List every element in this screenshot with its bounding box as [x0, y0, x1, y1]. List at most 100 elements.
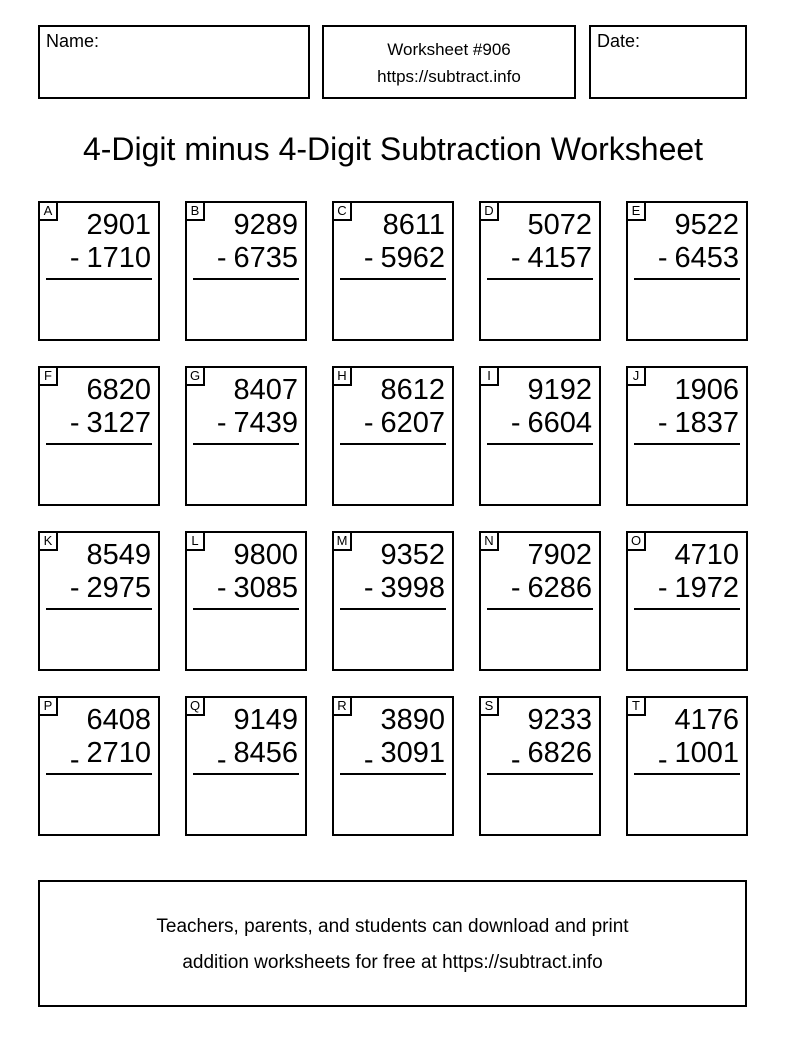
minuend: 9149: [233, 704, 298, 736]
answer-line: [193, 443, 299, 445]
problem-numbers: 8612 -6207: [334, 374, 452, 440]
problem-letter: T: [626, 696, 646, 716]
problem-box: T 4176 -1001: [626, 696, 748, 836]
minus-operator: -: [657, 572, 668, 604]
answer-line: [487, 773, 593, 775]
problem-letter: G: [185, 366, 205, 386]
problem-box: P 6408 -2710: [38, 696, 160, 836]
problem-numbers: 5072 -4157: [481, 209, 599, 275]
date-field-box: Date:: [589, 25, 747, 99]
minuend: 1906: [674, 374, 739, 406]
subtrahend-row: -3085: [187, 572, 298, 605]
minuend: 9522: [674, 209, 739, 241]
footer-line2: addition worksheets for free at https://…: [182, 952, 603, 973]
page-title: 4-Digit minus 4-Digit Subtraction Worksh…: [82, 131, 704, 167]
minuend: 9289: [233, 209, 298, 241]
subtrahend-row: -6207: [334, 407, 445, 440]
problem-numbers: 6408 -2710: [40, 704, 158, 776]
worksheet-info-box: Worksheet #906 https://subtract.info: [322, 25, 576, 99]
problem-box: J 1906 -1837: [626, 366, 748, 506]
minuend: 8611: [382, 209, 445, 241]
minuend: 7902: [527, 539, 592, 571]
subtrahend: 6207: [380, 407, 445, 439]
worksheet-number: Worksheet #906: [387, 40, 511, 59]
problem-numbers: 8549 -2975: [40, 539, 158, 605]
subtrahend-row: -7439: [187, 407, 298, 440]
answer-line: [340, 278, 446, 280]
subtrahend: 3127: [86, 407, 151, 439]
problem-letter: J: [626, 366, 646, 386]
problems-grid: A 2901 -1710 B 9289 -6735 C 8611 -5962 D…: [38, 201, 748, 836]
subtrahend: 2975: [86, 572, 151, 604]
minuend: 4176: [674, 704, 739, 736]
date-label: Date:: [597, 31, 641, 51]
footer-box: Teachers, parents, and students can down…: [38, 880, 747, 1007]
problem-numbers: 8611 -5962: [334, 209, 452, 275]
subtrahend-row: -2710: [40, 737, 151, 776]
answer-line: [340, 608, 446, 610]
minus-operator: -: [363, 572, 374, 604]
minuend: 6820: [86, 374, 151, 406]
subtrahend: 1837: [674, 407, 739, 439]
problem-letter: H: [332, 366, 352, 386]
problem-letter: N: [479, 531, 499, 551]
subtrahend: 6286: [527, 572, 592, 604]
problem-box: O 4710 -1972: [626, 531, 748, 671]
problem-box: I 9192 -6604: [479, 366, 601, 506]
subtrahend-row: -3127: [40, 407, 151, 440]
problem-box: S 9233 -6826: [479, 696, 601, 836]
minus-operator: -: [363, 744, 374, 776]
problem-numbers: 4176 -1001: [628, 704, 746, 776]
subtrahend-row: -4157: [481, 242, 592, 275]
problem-letter: C: [332, 201, 352, 221]
problem-letter: P: [38, 696, 58, 716]
subtrahend-row: -8456: [187, 737, 298, 776]
subtrahend: 6604: [527, 407, 592, 439]
subtrahend-row: -5962: [334, 242, 445, 275]
problem-letter: K: [38, 531, 58, 551]
subtrahend: 5962: [380, 242, 445, 274]
answer-line: [46, 773, 152, 775]
problem-box: G 8407 -7439: [185, 366, 307, 506]
name-label: Name:: [46, 31, 100, 51]
problem-box: E 9522 -6453: [626, 201, 748, 341]
minus-operator: -: [363, 242, 374, 274]
subtrahend: 8456: [233, 737, 298, 769]
subtrahend-row: -6826: [481, 737, 592, 776]
answer-line: [634, 773, 740, 775]
problem-box: K 8549 -2975: [38, 531, 160, 671]
subtrahend: 6453: [674, 242, 739, 274]
problem-box: B 9289 -6735: [185, 201, 307, 341]
problem-box: Q 9149 -8456: [185, 696, 307, 836]
answer-line: [46, 443, 152, 445]
subtrahend: 6735: [233, 242, 298, 274]
subtrahend-row: -1001: [628, 737, 739, 776]
minuend: 4710: [674, 539, 739, 571]
minuend: 2901: [86, 209, 151, 241]
problem-numbers: 6820 -3127: [40, 374, 158, 440]
minuend: 9352: [380, 539, 445, 571]
problem-letter: M: [332, 531, 352, 551]
problem-numbers: 9289 -6735: [187, 209, 305, 275]
problem-letter: A: [38, 201, 58, 221]
minus-operator: -: [216, 242, 227, 274]
problem-numbers: 9149 -8456: [187, 704, 305, 776]
answer-line: [487, 608, 593, 610]
problem-box: A 2901 -1710: [38, 201, 160, 341]
answer-line: [193, 278, 299, 280]
subtrahend-row: -6453: [628, 242, 739, 275]
subtrahend-row: -3091: [334, 737, 445, 776]
answer-line: [487, 278, 593, 280]
problem-box: L 9800 -3085: [185, 531, 307, 671]
subtrahend-row: -6286: [481, 572, 592, 605]
problem-numbers: 8407 -7439: [187, 374, 305, 440]
minus-operator: -: [510, 407, 521, 439]
subtrahend-row: -1710: [40, 242, 151, 275]
answer-line: [340, 443, 446, 445]
answer-line: [193, 608, 299, 610]
problem-letter: R: [332, 696, 352, 716]
problem-letter: F: [38, 366, 58, 386]
name-field-box: Name:: [38, 25, 310, 99]
minuend: 8612: [380, 374, 445, 406]
problem-numbers: 2901 -1710: [40, 209, 158, 275]
